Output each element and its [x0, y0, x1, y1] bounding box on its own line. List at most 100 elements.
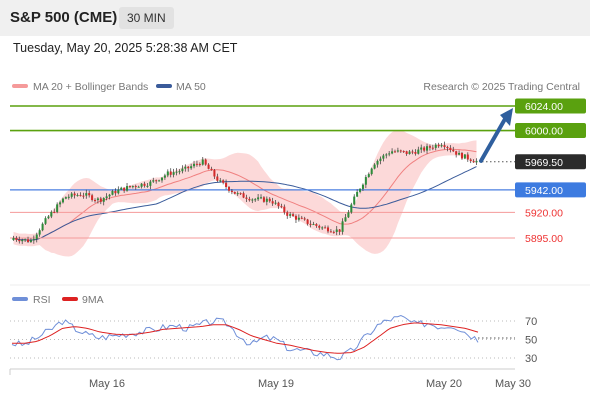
candle-body [259, 197, 263, 199]
candle-body [53, 211, 56, 213]
candle-body [213, 170, 216, 177]
candle-body [12, 238, 15, 241]
candle-body [408, 151, 411, 155]
candle-body [262, 197, 265, 202]
legend-label-9ma: 9MA [82, 294, 104, 306]
candle-body [126, 186, 129, 191]
candle-body [455, 151, 458, 155]
candle-body [254, 199, 257, 201]
candle-body [44, 218, 47, 224]
timeframe-button[interactable]: 30 MIN [119, 7, 174, 29]
candle-body [195, 163, 198, 165]
candle-body [303, 218, 306, 220]
candle-body [128, 186, 131, 188]
candle-body [123, 187, 126, 191]
candle-body [137, 186, 140, 188]
candle-body [146, 185, 149, 187]
candle-body [434, 144, 437, 148]
candle-body [300, 217, 303, 219]
candle-body [181, 168, 184, 172]
candle-body [204, 159, 207, 165]
candle-body [449, 147, 452, 150]
candle-body [396, 150, 399, 152]
legend-label-ma20: MA 20 + Bollinger Bands [33, 81, 148, 93]
candle-body [292, 214, 295, 217]
ma20-line [13, 148, 477, 241]
candle-body [210, 168, 213, 171]
candle-body [82, 195, 85, 197]
candle-body [361, 184, 364, 189]
candle-body [437, 144, 440, 147]
candle-body [76, 195, 79, 197]
candles-group [12, 141, 478, 245]
candle-body [117, 189, 120, 194]
candle-body [446, 146, 449, 148]
candle-body [18, 239, 21, 242]
candle-body [29, 240, 32, 242]
candle-body [431, 147, 434, 149]
candle-body [143, 183, 146, 186]
candle-body [382, 155, 385, 159]
candle-body [85, 193, 88, 196]
candle-body [312, 224, 315, 226]
candle-body [257, 197, 260, 200]
projection-arrow-head [500, 108, 513, 126]
candle-body [405, 151, 408, 155]
candle-body [443, 145, 446, 147]
candle-body [50, 211, 53, 217]
x-tick-may16: May 16 [89, 378, 125, 390]
candle-body [21, 240, 24, 242]
candle-body [373, 164, 376, 169]
candle-body [175, 171, 178, 173]
candle-body [15, 238, 18, 240]
candle-body [294, 216, 297, 220]
candle-body [472, 161, 475, 163]
candle-body [347, 212, 350, 218]
candle-body [93, 200, 97, 202]
level-box-6024 [515, 98, 586, 114]
candle-body [324, 227, 327, 229]
candle-body [134, 186, 137, 188]
candle-body [70, 193, 73, 197]
candle-body [268, 198, 271, 202]
level-label-5895: 5895.00 [525, 233, 563, 245]
candle-body [245, 197, 248, 199]
candle-body [414, 152, 417, 154]
candle-body [353, 196, 356, 205]
candle-body [251, 199, 254, 201]
candle-body [105, 196, 108, 199]
candle-body [326, 227, 330, 232]
candle-body [26, 239, 30, 242]
level-label-5942: 5942.00 [525, 185, 563, 197]
candle-body [399, 150, 402, 152]
legend-swatch-ma50 [156, 84, 172, 88]
candle-body [172, 172, 175, 175]
candle-body [344, 217, 347, 222]
candle-body [190, 166, 193, 169]
level-box-6000 [515, 123, 586, 139]
candle-body [370, 168, 373, 175]
candle-body [286, 212, 289, 216]
candle-body [64, 197, 67, 199]
candle-body [280, 206, 283, 208]
candle-body [198, 164, 201, 166]
candle-body [207, 164, 210, 169]
x-tick-may30: May 30 [495, 378, 531, 390]
candle-body [315, 224, 318, 226]
rsi-tick-30: 30 [525, 353, 537, 365]
candle-body [91, 195, 94, 201]
candle-body [187, 166, 190, 169]
header-bar: S&P 500 (CME) 30 MIN [0, 0, 590, 36]
legend-label-rsi: RSI [33, 294, 51, 306]
candle-body [169, 171, 172, 175]
level-box-5942 [515, 182, 586, 198]
candle-body [193, 163, 196, 167]
candle-body [222, 180, 225, 183]
legend-swatch-9ma [62, 297, 78, 301]
candle-body [35, 234, 38, 239]
candle-body [274, 202, 277, 204]
level-label-6024: 6024.00 [525, 101, 563, 113]
candle-body [329, 231, 332, 233]
candle-body [367, 174, 370, 178]
candle-body [67, 196, 70, 198]
